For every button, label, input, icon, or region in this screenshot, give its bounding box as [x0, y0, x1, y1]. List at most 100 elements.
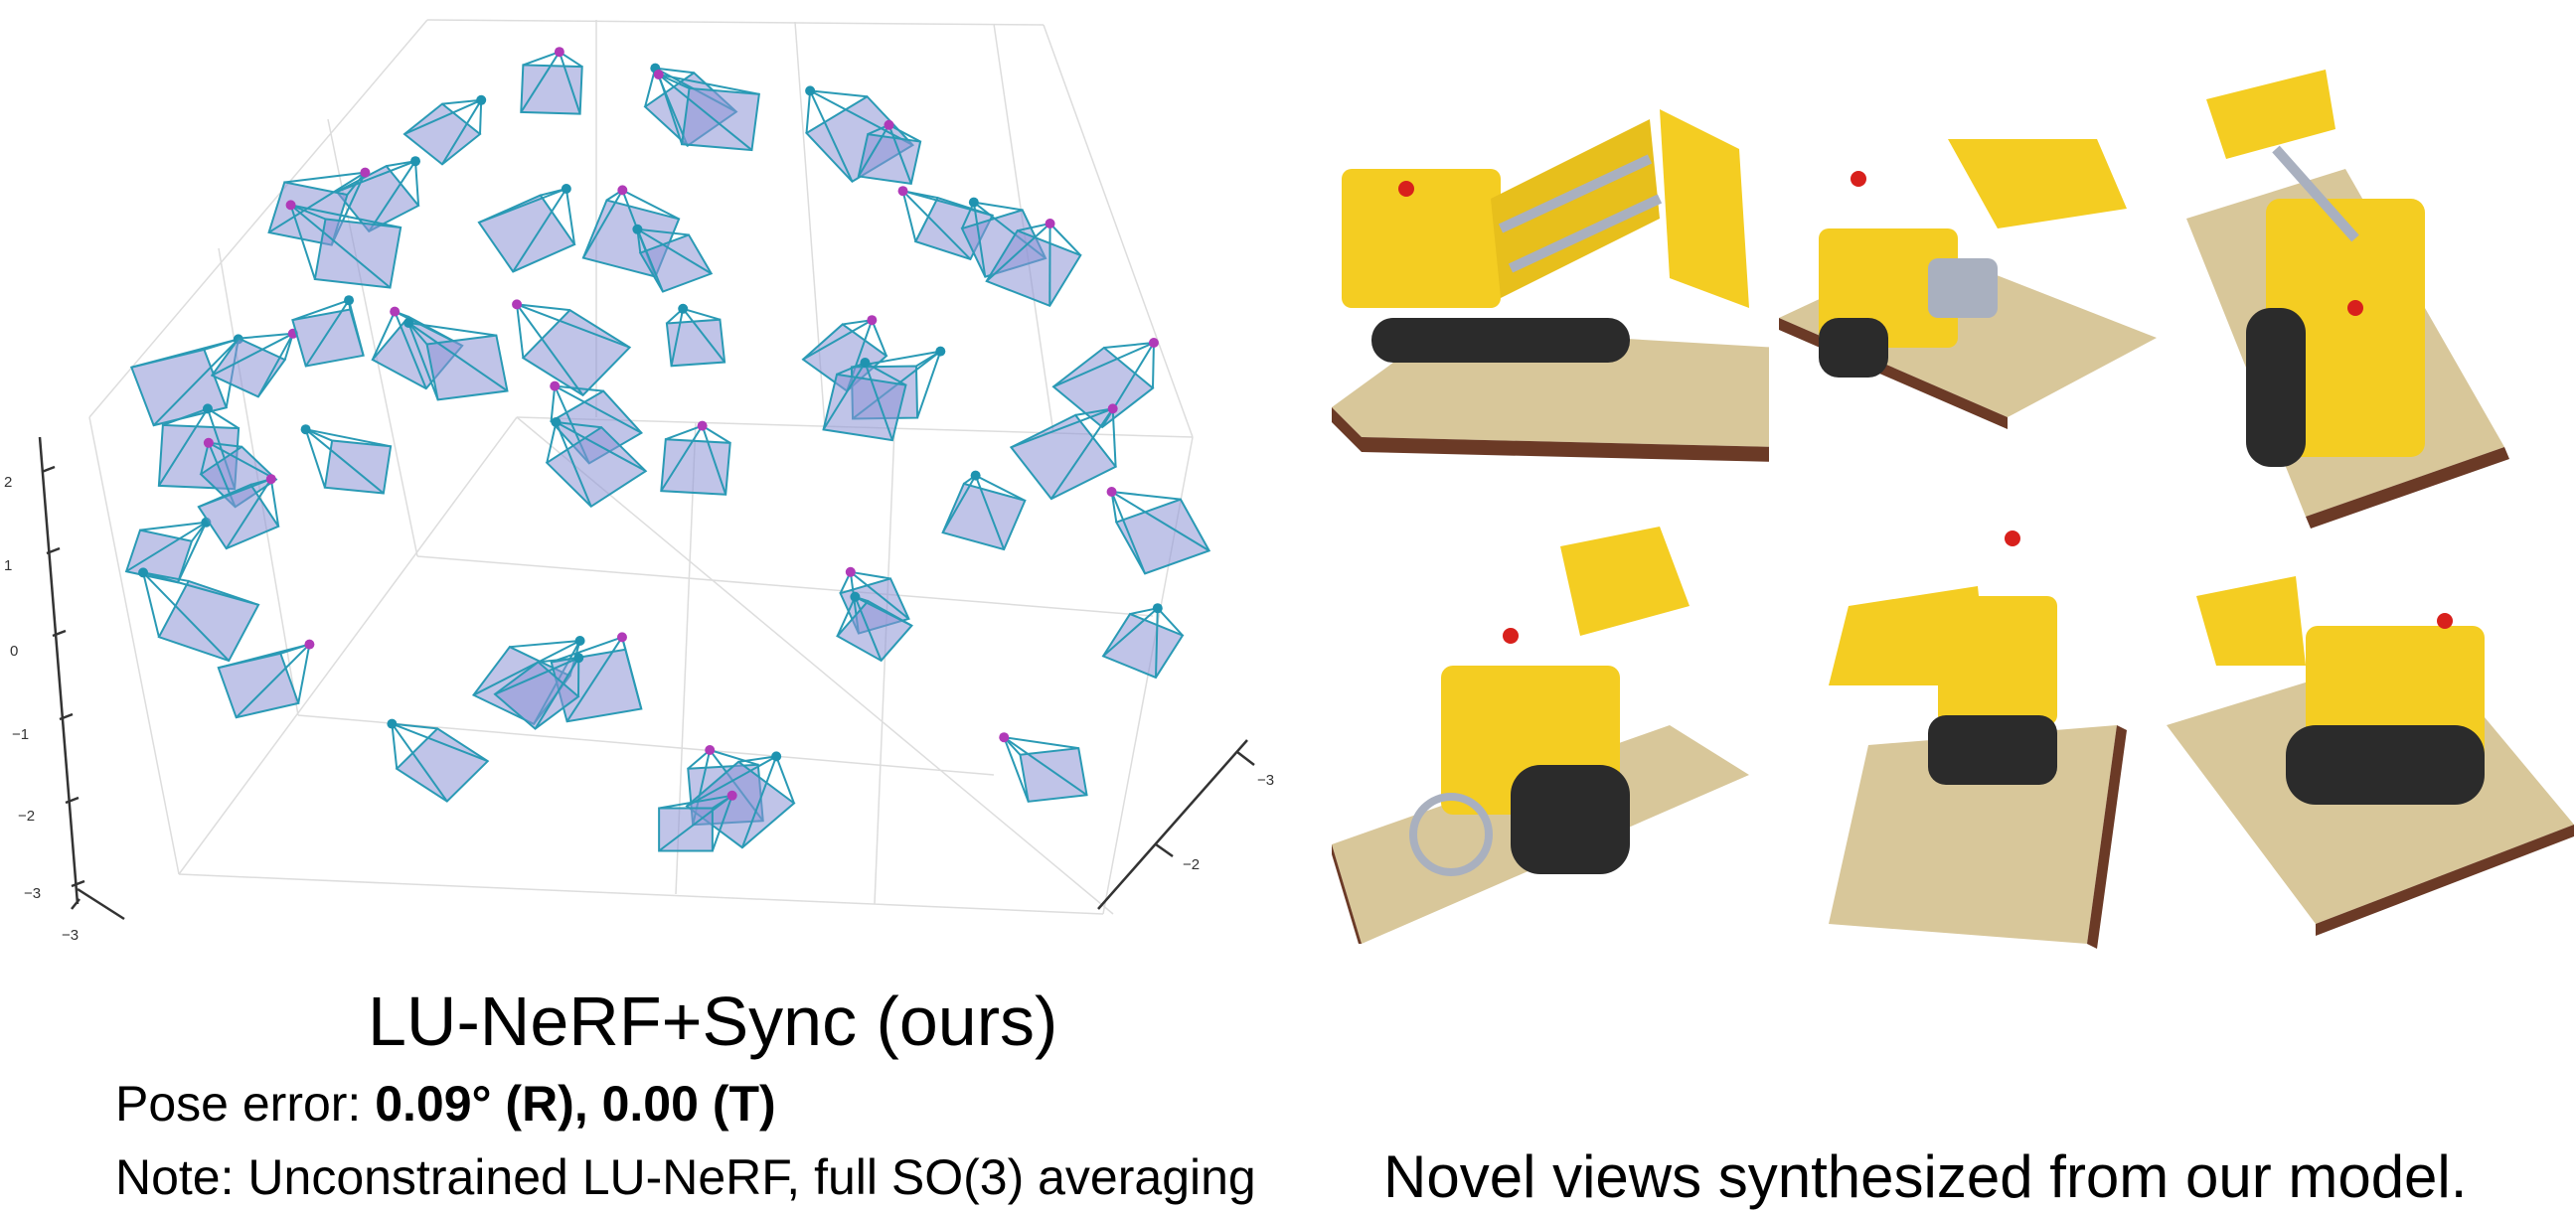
camera-center-dot: [935, 347, 945, 357]
camera-center-dot: [617, 632, 627, 642]
novel-views-grid: [1312, 60, 2576, 954]
frustum-edge: [143, 572, 159, 637]
pose-error-text: Pose error: 0.09° (R), 0.00 (T): [115, 1075, 776, 1133]
camera-center-dot: [203, 403, 213, 413]
camera-center-dot: [344, 295, 354, 305]
camera-center-dot: [550, 381, 560, 391]
z-tick-labels: 2 1 0 −1 −2 −3: [4, 474, 41, 902]
frustum-base: [682, 88, 759, 150]
z-tick-label: −2: [18, 808, 35, 825]
camera-center-dot: [204, 438, 214, 448]
novel-view-1: [1322, 79, 1769, 477]
frustum-base: [159, 581, 258, 661]
frustum-edge: [683, 309, 720, 320]
camera-center-dot: [552, 417, 562, 427]
camera-frustum: [667, 304, 724, 366]
camera-center-dot: [266, 474, 276, 484]
frustum-base: [219, 654, 298, 717]
camera-frustum: [521, 47, 581, 113]
camera-frustum: [654, 70, 759, 150]
x-axis: [72, 889, 124, 919]
frustum-base: [131, 350, 226, 425]
pose-error-label: Pose error:: [115, 1076, 375, 1132]
camera-center-dot: [562, 184, 571, 194]
camera-center-dot: [390, 307, 400, 317]
camera-center-dot: [698, 421, 708, 431]
camera-center-dot: [867, 315, 877, 325]
camera-center-dot: [387, 719, 397, 729]
frustum-base: [315, 219, 401, 287]
camera-center-dot: [1107, 487, 1117, 497]
note-text: Note: Unconstrained LU-NeRF, full SO(3) …: [115, 1148, 1256, 1206]
camera-center-dot: [850, 592, 860, 602]
pose-error-value: 0.09° (R), 0.00 (T): [375, 1076, 775, 1132]
frustum-edge: [480, 100, 481, 134]
camera-center-dot: [1108, 403, 1118, 413]
camera-frustum: [301, 424, 391, 493]
frustum-base: [1053, 348, 1153, 427]
camera-frustum: [999, 732, 1086, 802]
frustum-edge: [415, 161, 418, 206]
camera-frustum: [943, 471, 1026, 549]
camera-center-dot: [860, 358, 870, 368]
frustum-base: [397, 728, 487, 801]
camera-center-dot: [304, 640, 314, 650]
camera-center-dot: [512, 299, 522, 309]
camera-frustum: [512, 299, 630, 394]
novel-view-6: [2167, 546, 2574, 944]
camera-center-dot: [771, 751, 781, 761]
y-tick-label: −2: [1183, 856, 1200, 873]
camera-center-dot: [1149, 338, 1159, 348]
camera-center-dot: [301, 424, 311, 434]
frustum-edge: [552, 386, 556, 422]
camera-center-dot: [999, 732, 1009, 742]
frustum-base: [824, 375, 906, 440]
camera-center-dot: [410, 156, 420, 166]
z-tick-label: −3: [24, 885, 41, 902]
camera-frustum: [337, 156, 420, 231]
camera-frustum: [292, 295, 363, 366]
camera-center-dot: [138, 567, 148, 577]
frustum-edge: [1153, 343, 1154, 388]
camera-frustum: [552, 632, 642, 721]
camera-frustum: [212, 329, 298, 397]
camera-center-dot: [727, 791, 737, 801]
y-tick-label: −3: [1257, 772, 1274, 789]
camera-frustum: [1107, 487, 1209, 573]
y-axis: [1098, 740, 1254, 909]
camera-center-dot: [1046, 219, 1055, 228]
z-axis: [40, 437, 84, 904]
novel-view-5: [1789, 527, 2167, 964]
frustum-edge: [807, 90, 811, 133]
camera-center-dot: [969, 198, 979, 208]
camera-center-dot: [884, 120, 893, 130]
camera-frustum: [1053, 338, 1159, 427]
frustum-base: [661, 439, 729, 495]
camera-center-dot: [632, 225, 642, 234]
camera-center-dot: [403, 318, 413, 328]
camera-frustum: [387, 719, 487, 802]
camera-center-dot: [1153, 603, 1163, 613]
frustum-edge: [666, 426, 703, 440]
z-tick-label: 0: [10, 643, 18, 660]
frustum-base: [523, 310, 629, 395]
camera-center-dot: [705, 745, 715, 755]
camera-frustums: [126, 47, 1209, 850]
camera-frustum: [138, 567, 258, 661]
camera-center-dot: [617, 185, 627, 195]
frustum-base: [325, 441, 391, 494]
novel-view-4: [1332, 527, 1749, 944]
frustum-base: [199, 485, 278, 548]
z-tick-label: −1: [12, 726, 29, 743]
frustum-base: [404, 104, 480, 165]
x-tick-label: −3: [62, 927, 79, 944]
camera-center-dot: [573, 653, 583, 663]
method-title: LU-NeRF+Sync (ours): [368, 982, 1057, 1061]
camera-center-dot: [678, 304, 688, 314]
camera-center-dot: [555, 47, 564, 57]
novel-view-3: [2186, 60, 2564, 536]
novel-view-2: [1779, 119, 2157, 457]
frustum-base: [427, 336, 508, 400]
camera-center-dot: [360, 168, 370, 178]
camera-center-dot: [846, 567, 856, 577]
